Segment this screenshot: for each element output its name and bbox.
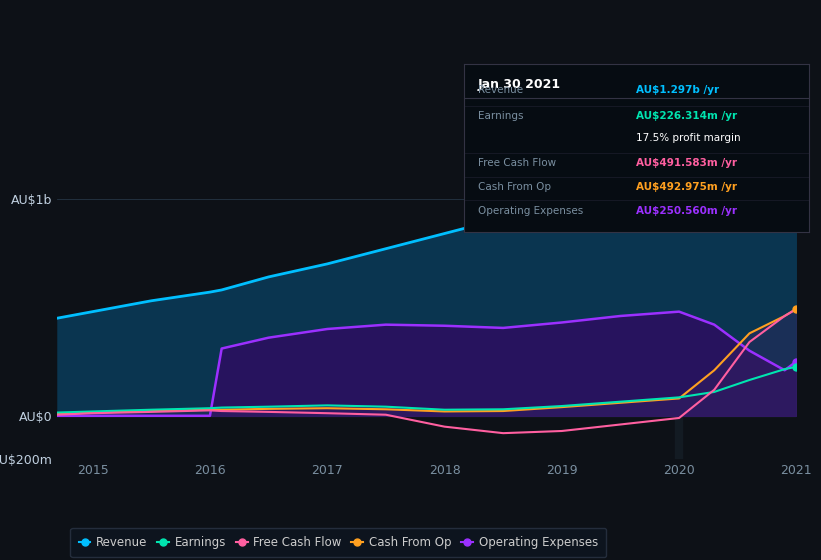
Legend: Revenue, Earnings, Free Cash Flow, Cash From Op, Operating Expenses: Revenue, Earnings, Free Cash Flow, Cash … <box>71 528 606 557</box>
Text: AU$491.583m /yr: AU$491.583m /yr <box>636 158 737 169</box>
Text: AU$226.314m /yr: AU$226.314m /yr <box>636 111 737 122</box>
Text: Operating Expenses: Operating Expenses <box>478 206 583 216</box>
Text: AU$492.975m /yr: AU$492.975m /yr <box>636 182 737 192</box>
Text: Free Cash Flow: Free Cash Flow <box>478 158 556 169</box>
Text: 17.5% profit margin: 17.5% profit margin <box>636 133 741 143</box>
Text: Revenue: Revenue <box>478 85 523 95</box>
Text: Cash From Op: Cash From Op <box>478 182 551 192</box>
Text: AU$1.297b /yr: AU$1.297b /yr <box>636 85 719 95</box>
Text: Earnings: Earnings <box>478 111 523 122</box>
Text: Jan 30 2021: Jan 30 2021 <box>478 78 561 91</box>
Text: AU$250.560m /yr: AU$250.560m /yr <box>636 206 737 216</box>
